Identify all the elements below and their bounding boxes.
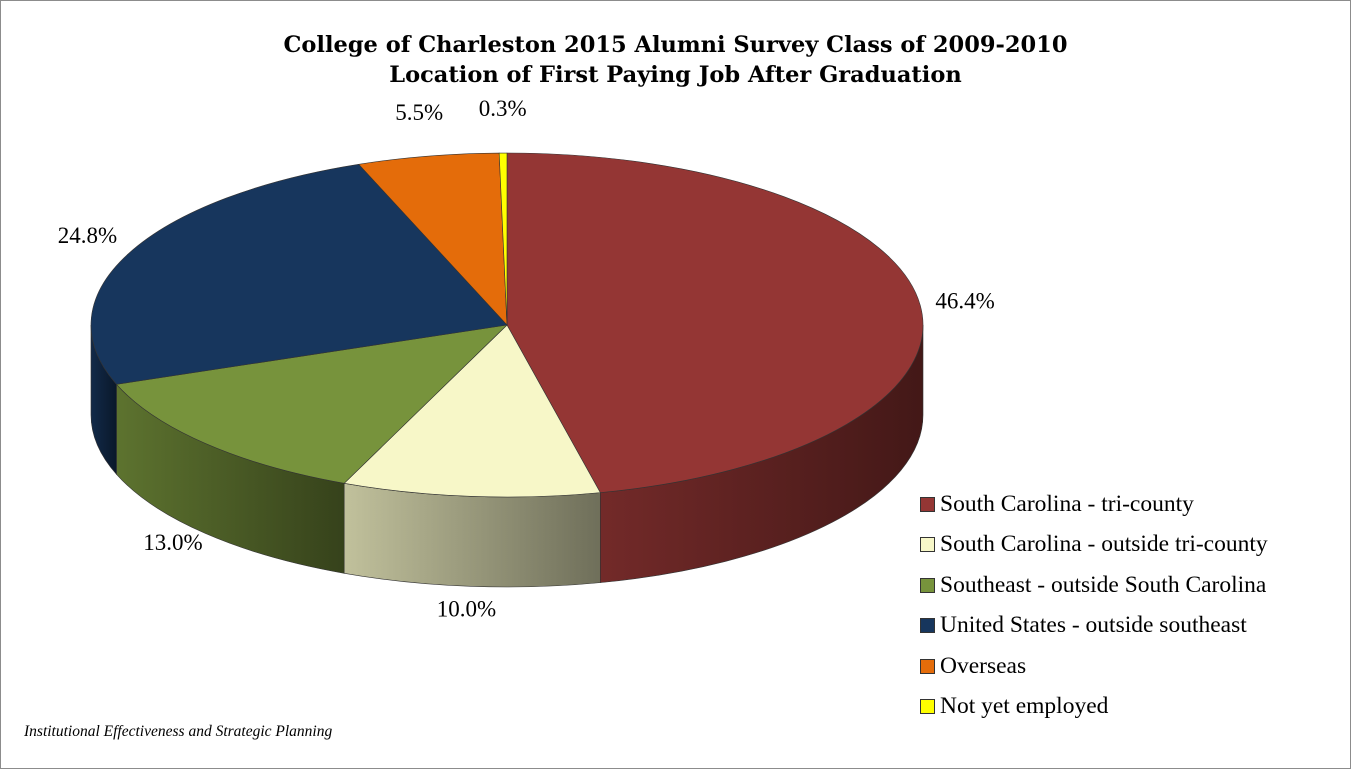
pie-slice-5 xyxy=(498,152,508,326)
pie-slice-1 xyxy=(343,324,601,498)
legend-label-4: Overseas xyxy=(940,652,1027,679)
legend-item-4: Overseas xyxy=(920,646,1268,687)
data-label-5: 0.3% xyxy=(479,96,527,121)
chart-legend: South Carolina - tri-county South Carolin… xyxy=(920,484,1268,727)
data-label-4: 5.5% xyxy=(395,100,443,125)
legend-item-2: Southeast - outside South Carolina xyxy=(920,565,1268,606)
legend-label-2: Southeast - outside South Carolina xyxy=(940,571,1267,598)
legend-label-0: South Carolina - tri-county xyxy=(940,490,1194,517)
chart-subtitle: Location of First Paying Job After Gradu… xyxy=(389,62,962,88)
legend-item-1: South Carolina - outside tri-county xyxy=(920,525,1268,566)
legend-swatch-0 xyxy=(920,496,935,512)
legend-item-5: Not yet employed xyxy=(920,687,1268,728)
legend-label-3: United States - outside southeast xyxy=(940,612,1247,639)
legend-item-3: United States - outside southeast xyxy=(920,606,1268,647)
footer-note: Institutional Effectiveness and Strategi… xyxy=(24,723,333,740)
legend-swatch-3 xyxy=(920,618,935,634)
data-label-2: 13.0% xyxy=(143,530,202,555)
data-label-1: 10.0% xyxy=(437,597,496,622)
chart-title: College of Charleston 2015 Alumni Survey… xyxy=(283,32,1068,58)
legend-swatch-5 xyxy=(920,699,935,715)
chart-title-block: College of Charleston 2015 Alumni Survey… xyxy=(0,30,1351,90)
pie-slice-0 xyxy=(506,152,924,493)
legend-item-0: South Carolina - tri-county xyxy=(920,484,1268,525)
legend-swatch-4 xyxy=(920,658,935,674)
data-label-0: 46.4% xyxy=(935,289,994,314)
pie-side-1 xyxy=(343,482,601,588)
pie-slice-2 xyxy=(115,324,508,484)
legend-swatch-1 xyxy=(920,537,935,553)
pie-slice-3 xyxy=(90,163,508,385)
legend-label-5: Not yet employed xyxy=(940,693,1109,720)
legend-label-1: South Carolina - outside tri-county xyxy=(940,531,1268,558)
data-label-3: 24.8% xyxy=(58,223,117,248)
pie-slice-4 xyxy=(358,152,508,326)
legend-swatch-2 xyxy=(920,577,935,593)
